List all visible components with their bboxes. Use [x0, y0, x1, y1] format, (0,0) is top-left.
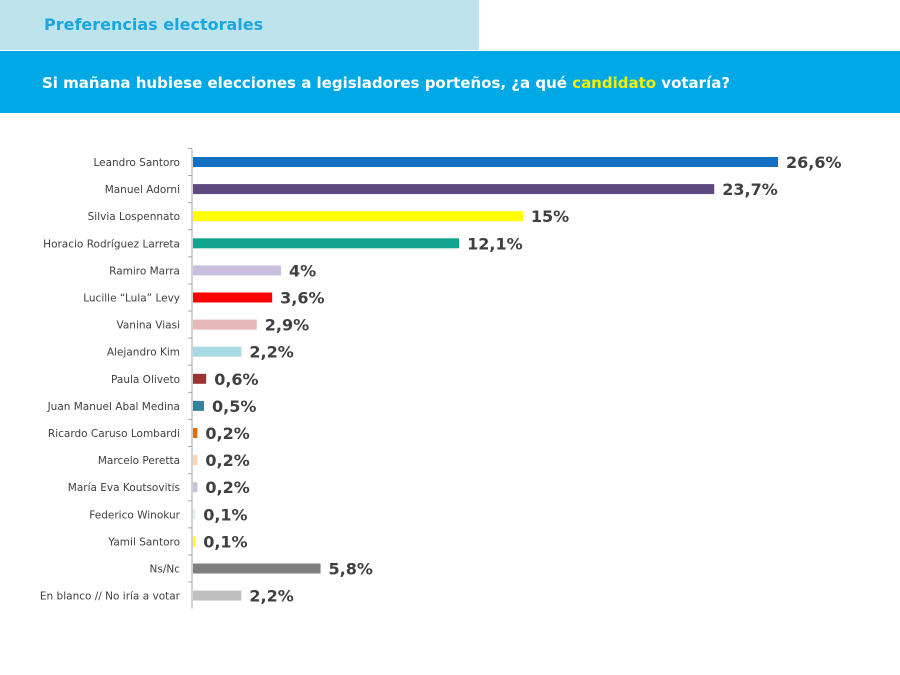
- category-label: Juan Manuel Abal Medina: [47, 401, 180, 413]
- bar: [193, 509, 196, 520]
- section-tab: Preferencias electorales: [0, 0, 479, 50]
- category-label: Alejandro Kim: [107, 347, 180, 359]
- category-label: Lucille “Lula” Levy: [83, 293, 180, 305]
- bar: [193, 346, 242, 357]
- category-label: Yamil Santoro: [107, 536, 180, 548]
- bar: [193, 536, 196, 547]
- value-label: 0,1%: [203, 505, 247, 524]
- value-label: 2,9%: [265, 316, 309, 335]
- question-part-2: votaría?: [656, 74, 731, 92]
- category-label: Ricardo Caruso Lombardi: [48, 428, 180, 440]
- value-label: 23,7%: [722, 180, 778, 199]
- value-label: 0,1%: [203, 532, 247, 551]
- bar: [193, 590, 242, 601]
- category-label: En blanco // No iría a votar: [40, 591, 181, 603]
- section-title: Preferencias electorales: [44, 15, 264, 34]
- bar: [193, 184, 715, 195]
- bar: [193, 455, 198, 466]
- category-label: Ramiro Marra: [109, 265, 180, 277]
- value-label: 4%: [289, 261, 316, 280]
- bar: [193, 157, 778, 167]
- bar: [193, 400, 204, 411]
- question-text: Si mañana hubiese elecciones a legislado…: [42, 74, 730, 92]
- question-highlight: candidato: [572, 74, 657, 92]
- value-label: 3,6%: [280, 289, 324, 308]
- bar: [193, 373, 207, 384]
- value-label: 0,6%: [214, 370, 258, 389]
- question-banner: Si mañana hubiese elecciones a legislado…: [0, 51, 900, 113]
- value-label: 2,2%: [249, 343, 293, 362]
- bar: [193, 319, 257, 330]
- category-label: Vanina Viasi: [117, 320, 181, 332]
- value-label: 0,5%: [212, 397, 256, 416]
- category-label: Federico Winokur: [89, 509, 180, 521]
- bar: [193, 265, 281, 276]
- value-label: 5,8%: [329, 560, 373, 579]
- category-label: Silvia Lospennato: [88, 211, 180, 223]
- value-label: 2,2%: [249, 587, 293, 606]
- bar: [193, 482, 198, 493]
- category-label: Ns/Nc: [150, 564, 181, 576]
- bar-chart: Leandro Santoro 26,6% Manuel Adorni 23,7% Si…: [40, 147, 842, 609]
- bar: [193, 428, 198, 438]
- question-part-1: Si mañana hubiese elecciones a legislado…: [42, 74, 573, 92]
- value-label: 26,6%: [786, 153, 842, 172]
- value-label: 12,1%: [467, 234, 523, 253]
- category-label: Marcelo Peretta: [98, 455, 180, 467]
- value-label: 0,2%: [205, 478, 249, 497]
- category-label: Horacio Rodríguez Larreta: [43, 238, 180, 250]
- category-label: María Eva Koutsovitis: [68, 482, 180, 494]
- bar: [193, 238, 460, 249]
- category-label: Paula Oliveto: [111, 374, 180, 386]
- value-label: 15%: [531, 207, 569, 226]
- bar: [193, 211, 523, 222]
- category-label: Manuel Adorni: [105, 184, 180, 196]
- value-label: 0,2%: [205, 424, 249, 443]
- bar: [193, 292, 273, 303]
- value-label: 0,2%: [205, 451, 249, 470]
- bar: [193, 563, 321, 574]
- category-label: Leandro Santoro: [93, 157, 180, 169]
